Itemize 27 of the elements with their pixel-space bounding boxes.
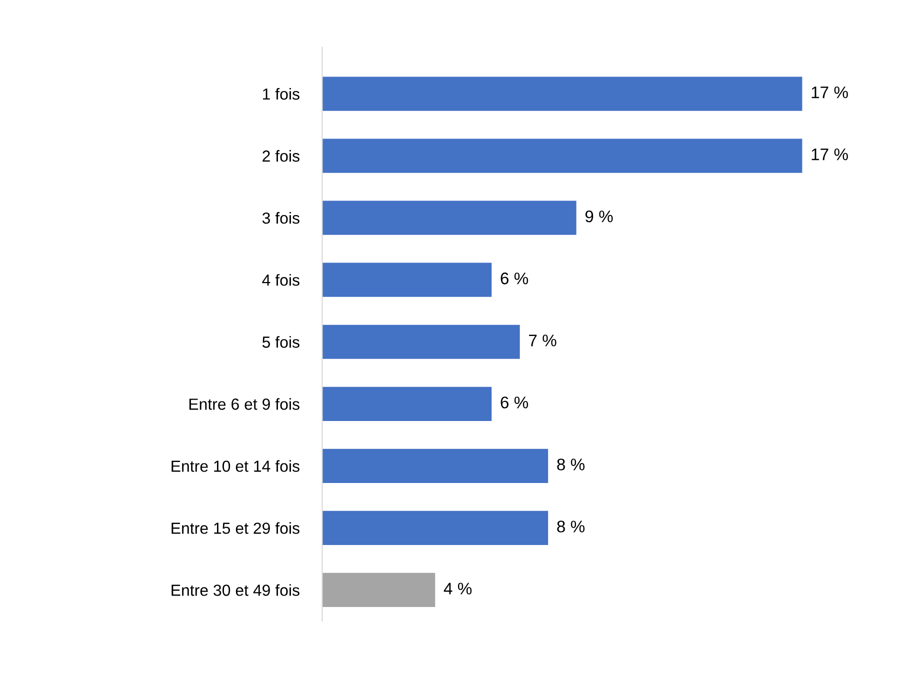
bar xyxy=(322,262,492,297)
y-tick-label: 5 fois xyxy=(262,336,300,348)
data-label: 17 % xyxy=(812,148,848,160)
y-tick-label: Entre 30 et 49 fois xyxy=(172,584,300,596)
y-tick-label: Entre 10 et 14 fois xyxy=(172,460,300,472)
bar xyxy=(322,324,520,359)
y-tick-label: 1 fois xyxy=(263,88,300,100)
data-label: 8 % xyxy=(557,520,585,532)
bar xyxy=(322,510,548,546)
data-label: 9 % xyxy=(585,210,613,222)
data-label: 6 % xyxy=(500,272,528,284)
y-tick-label: 4 fois xyxy=(262,274,300,286)
data-label: 4 % xyxy=(444,582,472,594)
y-tick-label: 3 fois xyxy=(262,212,300,224)
bar xyxy=(322,76,802,111)
y-tick-label: Entre 6 et 9 fois xyxy=(189,398,300,410)
data-label: 17 % xyxy=(812,86,848,98)
data-label: 6 % xyxy=(500,396,528,408)
y-tick-label: 2 fois xyxy=(262,150,300,162)
bar xyxy=(322,572,436,608)
data-label: 8 % xyxy=(557,458,585,470)
bar xyxy=(322,200,576,235)
bar xyxy=(322,386,492,421)
data-label: 7 % xyxy=(529,334,556,346)
bar xyxy=(322,138,802,173)
bar xyxy=(322,448,548,483)
y-tick-label: Entre 15 et 29 fois xyxy=(172,522,300,534)
